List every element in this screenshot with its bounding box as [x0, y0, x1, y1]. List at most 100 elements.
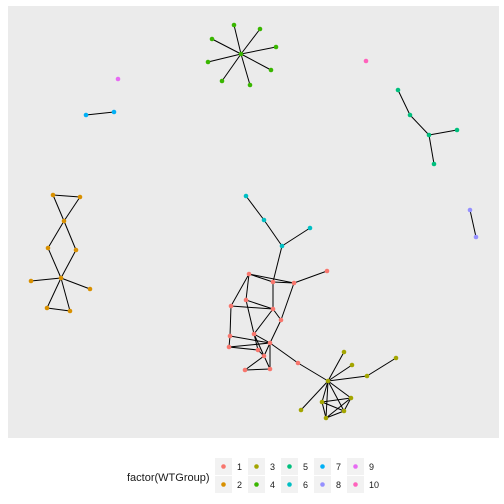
- edge-g1h-g1k: [269, 319, 282, 344]
- legend-dot-8: [320, 482, 325, 487]
- edge-g3e-g3d: [327, 375, 368, 382]
- node-g4i: [247, 82, 253, 88]
- node-g1e: [243, 297, 249, 303]
- legend-item-7: 7: [314, 458, 341, 475]
- node-g4f: [205, 59, 211, 65]
- node-g8b: [473, 234, 479, 240]
- legend-dot-4: [254, 482, 259, 487]
- edge-g4c-g4e: [240, 46, 277, 55]
- edge-g3g-g3f: [321, 397, 352, 403]
- node-g4h: [219, 78, 225, 84]
- node-g1k: [267, 340, 273, 346]
- edge-g5a-g5b: [397, 89, 411, 116]
- node-g6b: [261, 217, 267, 223]
- node-g4g: [268, 67, 274, 73]
- node-g4a: [231, 22, 237, 28]
- edge-g2f-g2h: [60, 277, 91, 290]
- edge-g1c-g1h: [280, 282, 295, 321]
- edge-g1n-g1p: [244, 355, 265, 371]
- edge-g1e-g1g: [245, 299, 274, 310]
- legend-label-8: 8: [336, 480, 341, 490]
- edge-g4c-g4a: [233, 24, 242, 55]
- node-g7b: [111, 109, 117, 115]
- legend-item-1: 1: [215, 458, 242, 475]
- node-g1j: [227, 333, 233, 339]
- edge-g1i-g1l: [253, 333, 259, 351]
- edge-g1e-g1i: [245, 299, 255, 335]
- node-g3e: [325, 378, 331, 384]
- legend-label-7: 7: [336, 462, 341, 472]
- legend-dot-5: [287, 464, 292, 469]
- edge-g1b-g1c: [272, 281, 295, 284]
- edge-g3e-g3j: [325, 380, 329, 419]
- plot-panel: [8, 6, 499, 438]
- legend-label-9: 9: [369, 462, 374, 472]
- node-g3h: [298, 407, 304, 413]
- node-g3g: [319, 399, 325, 405]
- node-g2c: [61, 218, 67, 224]
- node-g2j: [67, 308, 73, 314]
- edge-g1a-g1e: [245, 273, 250, 301]
- edge-g1i-g1q: [253, 333, 271, 370]
- edge-g8a-g8b: [469, 209, 477, 238]
- node-g2h: [87, 286, 93, 292]
- node-g3c: [393, 355, 399, 361]
- node-g3d: [364, 373, 370, 379]
- node-g10: [363, 58, 369, 64]
- legend-item-9: 9: [347, 458, 374, 475]
- edge-g2f-g2j: [60, 277, 71, 312]
- edge-g1j-g1k: [229, 335, 271, 344]
- node-g5c: [426, 132, 432, 138]
- node-g5b: [407, 112, 413, 118]
- edge-g2a-g2b: [52, 194, 81, 198]
- edge-g4c-g4g: [240, 53, 272, 71]
- legend-label-5: 5: [303, 462, 308, 472]
- legend-item-4: 4: [248, 476, 275, 493]
- edge-g1f-g1j: [229, 305, 232, 337]
- legend: factor(WTGroup) 1 2 3 4 5 6 7 8 9 10: [127, 458, 379, 493]
- legend-title: factor(WTGroup): [127, 472, 210, 484]
- edge-g1m-g1l: [228, 346, 259, 351]
- edge-g1k-g1n: [263, 342, 271, 357]
- edge-g1i-g1k: [253, 333, 271, 344]
- edge-g2e-g2f: [60, 249, 77, 279]
- node-g1g: [270, 306, 276, 312]
- node-g8a: [467, 207, 473, 213]
- edge-g1o-g3e: [297, 362, 329, 382]
- node-g2e: [73, 247, 79, 253]
- node-g2f: [58, 275, 64, 281]
- node-g1n: [261, 353, 267, 359]
- edge-g1p-g1q: [244, 368, 271, 371]
- node-g2i: [44, 305, 50, 311]
- edge-g2c-g2e: [63, 220, 77, 251]
- node-g1q: [267, 366, 273, 372]
- edge-g4c-g4h: [221, 53, 242, 82]
- node-g4e: [273, 44, 279, 50]
- node-g9: [115, 76, 121, 82]
- edge-g3f-g3i: [343, 397, 352, 412]
- edge-g5b-g5c: [409, 114, 430, 136]
- node-g7a: [83, 112, 89, 118]
- legend-dot-1: [221, 464, 226, 469]
- node-g4d: [209, 36, 215, 42]
- edge-g2f-g2i: [46, 277, 62, 309]
- node-g1a: [246, 271, 252, 277]
- node-g1m: [226, 344, 232, 350]
- node-g5a: [395, 87, 401, 93]
- edge-g7a-g7b: [85, 111, 115, 116]
- edge-g1k-g1o: [269, 342, 299, 364]
- node-layer: [28, 22, 479, 421]
- node-g2b: [77, 194, 83, 200]
- legend-item-5: 5: [281, 458, 308, 475]
- edge-g3j-g3i: [325, 410, 345, 419]
- edge-g2b-g2c: [63, 196, 81, 222]
- edge-g3e-g3f: [327, 380, 352, 399]
- legend-dot-7: [320, 464, 325, 469]
- edge-g6b-g6d: [263, 219, 283, 247]
- edge-g1a-g1b: [248, 273, 274, 283]
- edge-g1g-g1i: [253, 308, 274, 335]
- node-g2g: [28, 278, 34, 284]
- node-g6a: [243, 193, 249, 199]
- legend-item-8: 8: [314, 476, 341, 493]
- legend-dot-3: [254, 464, 259, 469]
